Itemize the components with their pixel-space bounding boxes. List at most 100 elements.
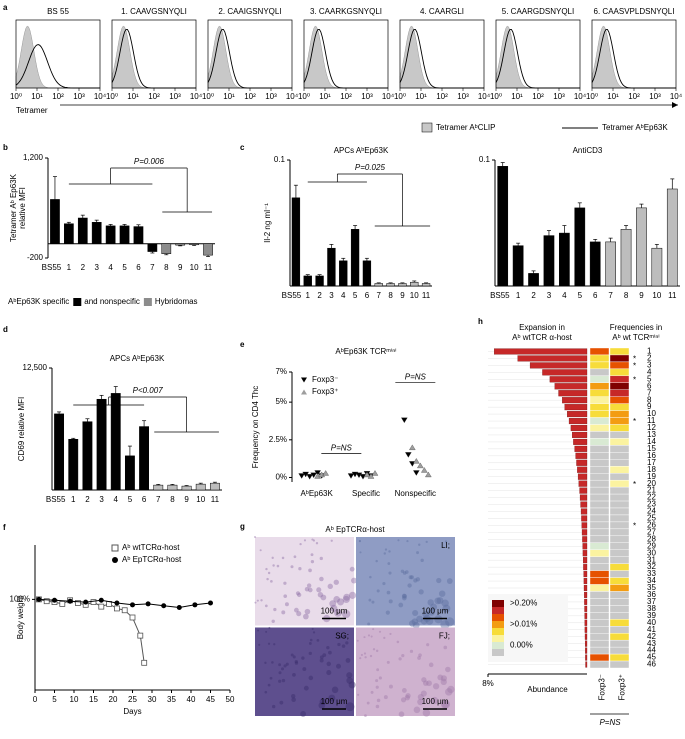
row-label: 2	[647, 354, 652, 363]
tissue-texture	[416, 551, 419, 555]
x-tick-label: 9	[400, 291, 405, 300]
heat-cell	[589, 382, 610, 390]
tissue-texture	[430, 696, 439, 705]
bar	[96, 398, 107, 491]
dot	[421, 467, 428, 473]
y-tick-label: 0%	[275, 473, 287, 482]
chart-title: AᵇEp63K TCRᵐⁱⁿⁱ	[335, 347, 396, 356]
tissue-texture	[303, 613, 309, 620]
heat-cell	[609, 633, 630, 641]
bar	[579, 487, 588, 494]
tissue-texture	[319, 576, 324, 582]
panel-title: 3. CAARKGSNYQLI	[310, 7, 382, 16]
legend-label: Tetramer AᵇCLIP	[436, 123, 495, 132]
tissue-texture	[278, 679, 282, 683]
x-tick-label: 10³	[361, 92, 373, 101]
row-label: 36	[647, 590, 656, 599]
row-label: 23	[647, 500, 656, 509]
heat-cell	[609, 375, 630, 383]
row-label: 27	[647, 527, 656, 536]
x-tick-label: 5	[52, 695, 57, 704]
x-tick-label: Nonspecific	[395, 489, 436, 498]
tissue-texture	[436, 577, 442, 584]
bar	[584, 633, 588, 640]
x-tick-label: 10⁴	[94, 92, 107, 101]
bar	[582, 550, 588, 557]
bar	[327, 247, 336, 287]
heat-cell	[589, 424, 610, 432]
scale-label: 100 μm	[321, 697, 348, 706]
panel-label: g	[240, 522, 245, 531]
tissue-texture	[358, 539, 361, 542]
tissue-texture	[270, 580, 273, 583]
tissue-texture	[292, 672, 296, 677]
bar	[77, 217, 88, 244]
heat-cell	[589, 354, 610, 363]
tissue-texture	[278, 663, 282, 667]
tissue-texture	[428, 662, 434, 668]
heat-cell	[589, 563, 610, 571]
tissue-texture	[279, 700, 284, 705]
marker	[83, 599, 89, 605]
x-tick-label: 10²	[52, 92, 64, 101]
bar	[564, 404, 588, 411]
tissue-texture	[329, 600, 337, 607]
tissue-texture	[348, 681, 356, 689]
row-label: 37	[647, 597, 656, 606]
tissue-texture	[364, 714, 367, 717]
x-tick-label: 10³	[169, 92, 181, 101]
heat-cell	[589, 570, 610, 578]
bar	[580, 508, 588, 515]
row-label: 9	[647, 402, 652, 411]
heat-cell	[589, 535, 610, 543]
y-axis-label: Tetramer Aᵇ Ep63K	[9, 173, 18, 242]
y-tick-label: 5%	[275, 397, 287, 406]
x-tick-label: 20	[109, 695, 118, 704]
bar	[582, 536, 588, 543]
bar	[410, 281, 419, 287]
tissue-texture	[426, 643, 430, 647]
tissue-texture	[254, 536, 256, 538]
heat-cell	[609, 563, 630, 571]
marker	[67, 598, 73, 604]
tissue-texture	[386, 590, 391, 595]
bar	[573, 438, 588, 445]
heat-cell	[589, 626, 610, 634]
bar	[574, 207, 586, 287]
bar	[636, 207, 647, 287]
panel-label: h	[478, 317, 483, 326]
tissue-texture	[326, 646, 330, 650]
tissue-texture	[440, 675, 447, 682]
x-tick-label: 1	[67, 263, 72, 272]
tissue-texture	[358, 540, 361, 543]
legend-swatch	[492, 621, 504, 628]
bar	[577, 466, 588, 473]
heat-cell	[589, 646, 610, 655]
heat-cell	[589, 500, 610, 509]
tissue-texture	[281, 556, 285, 560]
tissue-texture	[272, 564, 275, 567]
row-label: 43	[647, 639, 656, 648]
heat-cell	[609, 486, 630, 495]
tissue-texture	[283, 581, 287, 585]
heat-cell	[609, 403, 630, 411]
y-tick-label: 12,500	[23, 363, 48, 372]
heat-cell	[609, 612, 630, 620]
panel-title: 1. CAAVGSNYQLI	[121, 7, 187, 16]
row-label: 21	[647, 486, 656, 495]
bar	[147, 243, 158, 252]
x-tick-label: 10	[190, 263, 199, 272]
tissue-texture	[310, 560, 315, 564]
tissue-texture	[366, 701, 370, 705]
tissue-texture	[418, 543, 421, 546]
tissue-texture	[307, 587, 313, 593]
legend-marker	[111, 544, 119, 552]
tissue-texture	[444, 540, 448, 543]
bar	[209, 482, 220, 491]
micrograph	[255, 537, 354, 626]
tissue-texture	[283, 664, 287, 668]
tissue-texture	[363, 636, 366, 639]
x-tick-label: 0	[33, 695, 38, 704]
heat-cell	[589, 361, 610, 370]
heat-cell	[609, 549, 630, 557]
